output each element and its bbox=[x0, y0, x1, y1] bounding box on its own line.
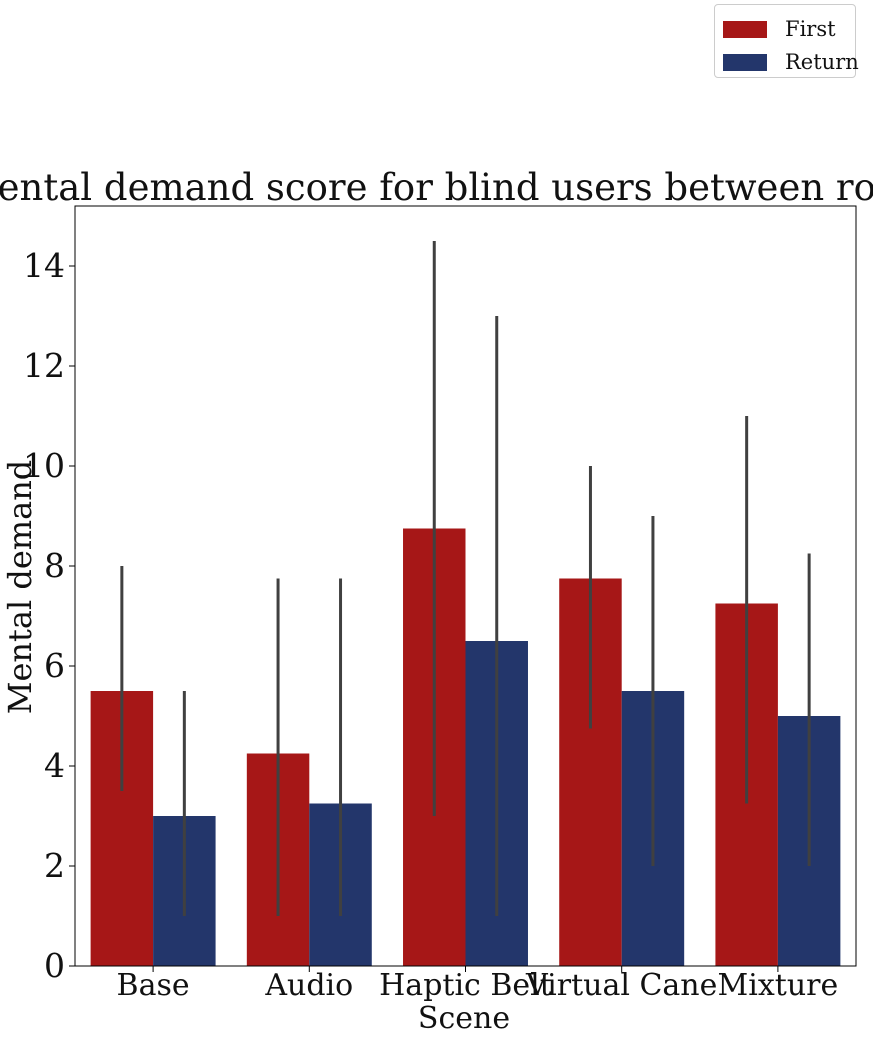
legend-item-return: Return bbox=[723, 50, 859, 74]
x-tick-label-base: Base bbox=[117, 968, 190, 1003]
legend: First Return bbox=[714, 4, 859, 78]
x-tick-label-audio: Audio bbox=[264, 968, 353, 1003]
y-tick-label-14: 14 bbox=[23, 246, 65, 285]
y-tick-label-4: 4 bbox=[44, 746, 65, 785]
x-axis-label: Scene bbox=[418, 1001, 510, 1036]
y-tick-label-8: 8 bbox=[44, 546, 65, 585]
chart-title: Mental demand score for blind users betw… bbox=[0, 166, 873, 209]
x-tick-label-mixture: Mixture bbox=[718, 968, 839, 1003]
x-tick-label-virtual-cane: Virtual Cane bbox=[525, 968, 717, 1003]
y-axis-label: Mental demand bbox=[1, 460, 39, 715]
legend-swatch-first bbox=[723, 20, 767, 38]
legend-swatch-return bbox=[723, 53, 767, 71]
y-tick-label-2: 2 bbox=[44, 846, 65, 885]
x-tick-label-haptic-belt: Haptic Belt bbox=[379, 968, 552, 1003]
y-tick-label-0: 0 bbox=[44, 946, 65, 985]
y-tick-label-6: 6 bbox=[44, 646, 65, 685]
y-tick-label-10: 10 bbox=[23, 446, 65, 485]
legend-item-first: First bbox=[723, 17, 836, 41]
legend-label-return: Return bbox=[785, 50, 859, 74]
legend-label-first: First bbox=[785, 17, 836, 41]
y-tick-label-12: 12 bbox=[23, 346, 65, 385]
